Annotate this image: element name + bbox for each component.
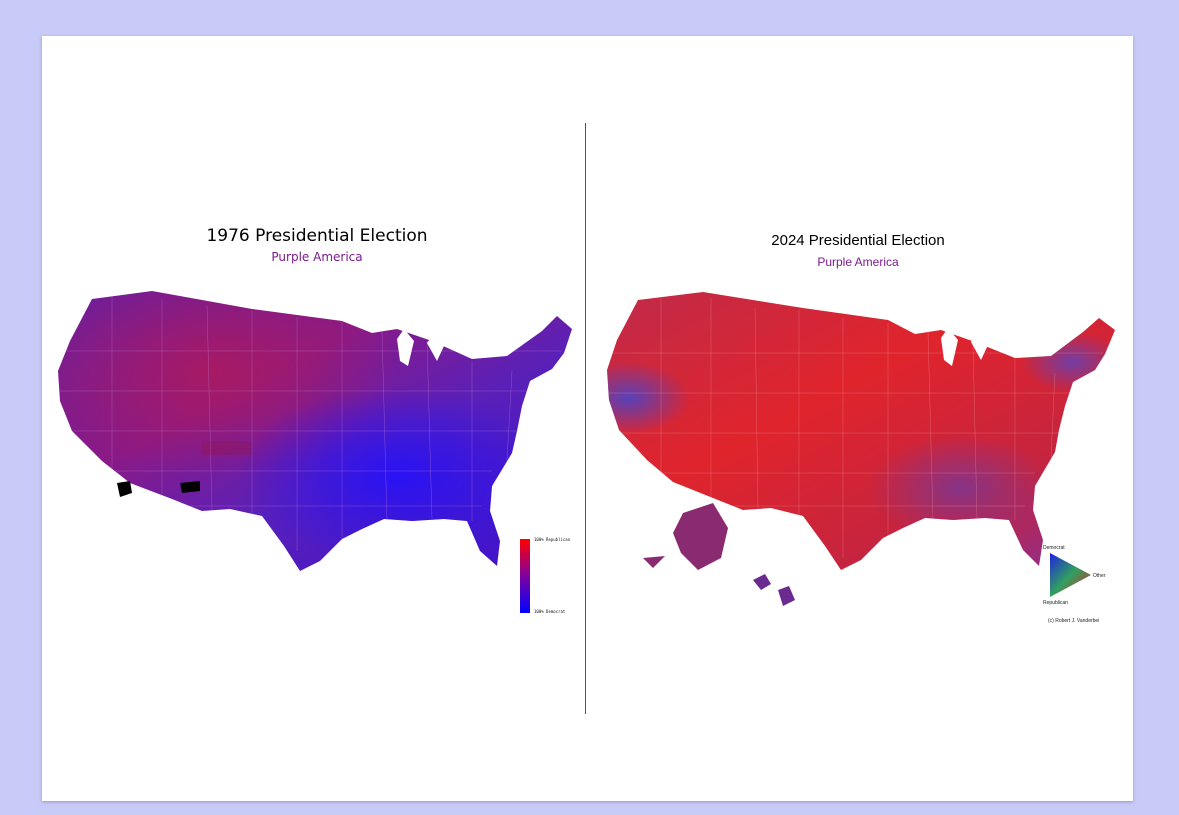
map-2024: Democrat Other Republican (c) Robert J. … (607, 292, 1115, 624)
map-2024-panel: Democrat Other Republican (c) Robert J. … (603, 228, 1115, 624)
black-county-1 (117, 481, 132, 497)
svg-text:Republican: Republican (1043, 600, 1068, 606)
legend-1976: 100% Republican 100% Democrat (520, 537, 571, 614)
hawaii-2024 (753, 574, 795, 606)
alaska-2024 (643, 503, 728, 570)
legend-2024: Democrat Other Republican (c) Robert J. … (1043, 545, 1106, 624)
divider-line (585, 123, 586, 714)
svg-text:(c) Robert J. Vanderbei: (c) Robert J. Vanderbei (1048, 618, 1099, 624)
black-county-2 (180, 481, 200, 493)
map-1976-title: 1976 Presidential Election (206, 226, 428, 246)
great-lakes-2024 (941, 328, 988, 366)
svg-text:100% Democrat: 100% Democrat (534, 609, 566, 614)
svg-text:100% Republican: 100% Republican (534, 537, 571, 542)
map-2024-title: 2024 Presidential Election (771, 232, 945, 249)
map-1976: 100% Republican 100% Democrat (58, 291, 572, 614)
map-2024-subtitle: Purple America (817, 255, 899, 269)
svg-text:Other: Other (1093, 573, 1106, 579)
map-1976-subtitle: Purple America (271, 250, 363, 264)
svg-text:Democrat: Democrat (1043, 545, 1065, 551)
great-lakes-1976 (397, 329, 444, 366)
map-1976-panel: 100% Republican 100% Democrat 1976 Presi… (52, 221, 582, 614)
page-sheet: 100% Republican 100% Democrat 1976 Presi… (42, 36, 1133, 801)
